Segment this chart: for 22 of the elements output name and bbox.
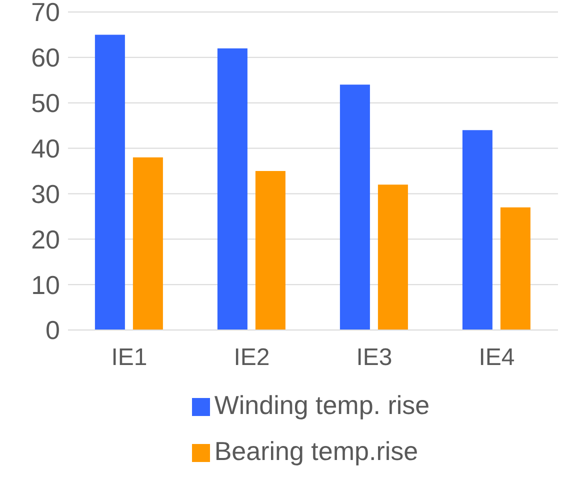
bar [462,130,492,330]
bar [132,157,163,330]
x-tick-label: IE4 [478,344,515,372]
x-tick-label: IE1 [111,344,148,372]
legend-label: Winding temp. rise [214,390,430,420]
bar [378,184,408,330]
y-tick-label: 40 [31,134,60,164]
legend-label: Bearing temp.rise [214,436,418,466]
bar [340,84,370,330]
bar [94,34,125,330]
x-tick-label: IE2 [234,344,270,372]
y-tick-label: 0 [46,315,60,346]
y-tick-label: 60 [31,42,60,73]
y-tick-label: 30 [31,178,60,209]
y-tick-label: 10 [31,270,60,300]
y-tick-label: 70 [31,0,60,28]
bar [217,48,248,330]
y-tick-label: 50 [31,88,60,118]
bar [255,171,286,330]
bar [500,207,530,330]
y-tick-label: 20 [31,224,60,254]
x-tick-label: IE3 [356,344,392,372]
